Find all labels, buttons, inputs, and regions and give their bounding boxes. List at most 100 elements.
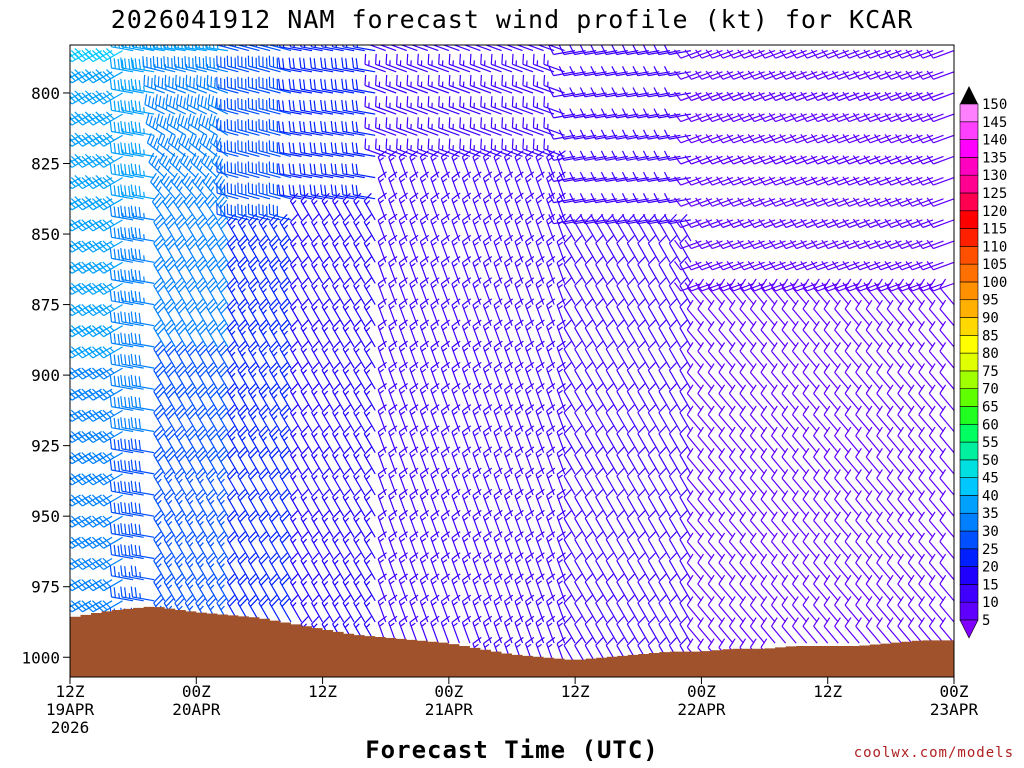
wind-barb [821,155,850,165]
wind-barb [153,235,166,263]
wind-barb [749,469,766,496]
wind-barb [637,552,650,580]
wind-barb [747,70,776,80]
wind-barb [388,340,398,369]
wind-barb [823,405,839,432]
wind-barb [503,319,514,348]
wind-barb [616,362,629,390]
wind-barb [268,161,292,179]
wind-barb [377,446,387,475]
wind-barb [886,363,902,390]
wind-barb [674,261,702,271]
wind-barb [705,155,734,165]
wind-barb [621,87,649,98]
x-tick-label: 22APR [677,700,726,719]
wind-barb [626,383,639,411]
wind-barb [321,510,334,538]
wind-barb [226,362,239,390]
wind-barb [789,239,818,250]
wind-barb [674,112,702,123]
wind-barb [163,404,176,432]
wind-barb [928,511,944,538]
wind-barb [363,531,376,559]
wind-barb [705,49,734,59]
wind-barb [311,573,324,602]
wind-barb [616,489,629,517]
wind-barb [626,531,639,559]
wind-barb [686,426,702,454]
wind-barb [865,384,881,411]
wind-barb [679,362,692,390]
colorbar-label: 90 [982,311,999,327]
wind-barb [145,113,166,136]
wind-barb [905,70,934,80]
wind-barb [558,87,586,98]
wind-barb [642,66,671,77]
wind-barb [928,617,944,644]
wind-barb [791,363,808,390]
wind-barb [916,91,944,102]
wind-barb [791,574,808,602]
wind-barb [511,96,534,115]
wind-barb [70,389,71,390]
wind-barb [195,298,208,327]
wind-barb [546,488,556,517]
wind-barb [590,108,618,119]
wind-barb [707,320,723,348]
wind-barb [684,91,713,102]
wind-barb [926,218,954,229]
wind-barb [209,132,229,157]
credit-text: coolwx.com/models [854,745,1014,761]
wind-barb [493,277,503,305]
wind-barb [781,426,797,454]
wind-barb [637,235,650,263]
wind-barb [427,96,450,115]
wind-barb [184,319,197,348]
wind-barb [695,218,723,229]
wind-barb [749,511,766,538]
wind-barb [406,117,429,136]
wind-barb [865,596,881,623]
wind-barb [939,596,954,623]
colorbar-bin [959,584,979,603]
wind-barb [728,426,744,454]
wind-barb [749,447,766,475]
wind-barb [574,298,587,327]
colorbar-bin [959,299,979,318]
wind-barb [895,176,923,186]
colorbar-bin [959,370,979,389]
wind-barb [321,298,334,327]
wind-barb [440,488,451,517]
wind-barb [918,405,934,432]
wind-barb [258,489,271,517]
wind-barb [605,404,618,432]
wind-barb [440,425,451,453]
wind-barb [686,596,702,623]
wind-barb [501,74,523,94]
wind-barb [321,340,334,369]
wind-barb [153,213,166,242]
plot-frame [69,44,955,678]
wind-barb [865,299,881,327]
wind-barb [167,132,187,157]
wind-barb [686,574,702,602]
wind-barb [918,617,934,644]
wind-barb [668,213,681,242]
wind-barb [268,404,282,432]
wind-barb [144,94,165,115]
wind-barb [173,193,187,221]
wind-barb [686,511,702,538]
wind-barb [120,332,144,348]
wind-barb [747,176,776,186]
wind-barb [895,49,923,59]
wind-barb [855,363,871,390]
wind-barb [289,489,303,517]
wind-barb [928,596,944,623]
wind-barb [813,426,829,454]
wind-barb [760,447,776,475]
wind-barb [876,299,892,327]
wind-barb [653,45,681,56]
wind-barb [153,531,166,559]
wind-barb [802,447,818,475]
wind-barb [831,218,860,229]
